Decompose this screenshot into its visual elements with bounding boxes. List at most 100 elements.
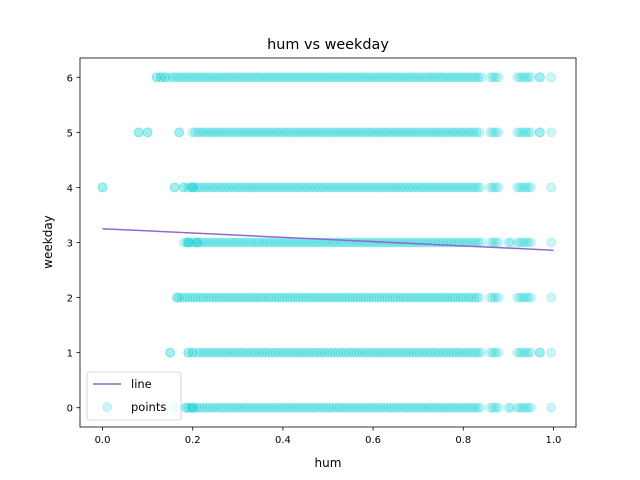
scatter-point [454, 72, 465, 83]
scatter-point [308, 237, 319, 248]
scatter-point [409, 292, 420, 303]
scatter-point [381, 347, 392, 358]
scatter-point [485, 347, 496, 358]
scatter-point [310, 182, 321, 193]
scatter-point [257, 237, 268, 248]
scatter-point [280, 182, 291, 193]
scatter-point [227, 347, 238, 358]
scatter-point [174, 127, 185, 138]
scatter-point [517, 347, 528, 358]
scatter-point [243, 237, 254, 248]
scatter-point [376, 72, 387, 83]
scatter-point [523, 127, 534, 138]
scatter-point [265, 347, 276, 358]
scatter-point [454, 347, 465, 358]
scatter-point [270, 237, 281, 248]
scatter-point [420, 292, 431, 303]
scatter-point [265, 72, 276, 83]
scatter-point [274, 127, 285, 138]
scatter-point [316, 237, 327, 248]
scatter-point [464, 182, 475, 193]
scatter-point [357, 72, 368, 83]
scatter-point [276, 72, 287, 83]
scatter-point [475, 402, 486, 413]
scatter-point [165, 347, 176, 358]
scatter-point [332, 72, 343, 83]
scatter-point [304, 182, 315, 193]
scatter-point [401, 127, 412, 138]
scatter-point [439, 127, 450, 138]
scatter-point [429, 182, 440, 193]
scatter-point [97, 182, 108, 193]
scatter-point [382, 292, 393, 303]
scatter-point [307, 402, 318, 413]
scatter-point [210, 402, 221, 413]
scatter-point [458, 127, 469, 138]
scatter-point [282, 127, 293, 138]
scatter-point [465, 347, 476, 358]
axes: 0.0 0.2 0.4 0.6 0.8 1.0 0 1 2 3 4 5 6 [67, 57, 577, 446]
scatter-point [319, 347, 330, 358]
scatter-point [445, 402, 456, 413]
scatter-point [191, 182, 202, 193]
scatter-point [286, 72, 297, 83]
scatter-point [304, 402, 315, 413]
scatter-point [387, 127, 398, 138]
scatter-point [240, 402, 251, 413]
scatter-point [474, 292, 485, 303]
scatter-point [206, 292, 217, 303]
scatter-point [488, 402, 499, 413]
scatter-point [512, 402, 523, 413]
scatter-point [303, 72, 314, 83]
scatter-point [252, 127, 263, 138]
scatter-point [192, 72, 203, 83]
scatter-point [324, 347, 335, 358]
scatter-point [292, 72, 303, 83]
scatter-point [411, 72, 422, 83]
scatter-point [269, 182, 280, 193]
scatter-point [226, 402, 237, 413]
scatter-point [272, 182, 283, 193]
scatter-point [211, 72, 222, 83]
scatter-point [232, 347, 243, 358]
scatter-point [433, 347, 444, 358]
scatter-point [313, 72, 324, 83]
scatter-point [485, 292, 496, 303]
scatter-point [222, 347, 232, 358]
scatter-point [201, 127, 212, 138]
scatter-point [223, 402, 234, 413]
scatter-point [396, 182, 407, 193]
scatter-point [515, 347, 526, 358]
scatter-point [302, 182, 313, 193]
scatter-point [305, 347, 316, 358]
scatter-point [395, 347, 406, 358]
scatter-point [142, 127, 153, 138]
scatter-point [265, 237, 276, 248]
scatter-point [345, 182, 356, 193]
scatter-point [201, 292, 212, 303]
scatter-point [250, 402, 261, 413]
scatter-point [457, 347, 468, 358]
scatter-point [367, 182, 378, 193]
scatter-point [318, 402, 329, 413]
scatter-point [434, 182, 445, 193]
scatter-point [462, 237, 473, 248]
scatter-point [450, 292, 461, 303]
scatter-point [247, 292, 258, 303]
scatter-point [423, 292, 434, 303]
scatter-point [171, 292, 182, 303]
scatter-point [470, 402, 480, 413]
scatter-point [402, 402, 413, 413]
scatter-point [186, 237, 197, 248]
scatter-point [324, 72, 335, 83]
scatter-point [410, 182, 421, 193]
scatter-point [438, 347, 449, 358]
scatter-point [160, 72, 171, 83]
scatter-point [222, 127, 233, 138]
scatter-point [255, 127, 266, 138]
scatter-point [488, 292, 499, 303]
scatter-point [471, 292, 482, 303]
scatter-point [176, 292, 187, 303]
scatter-point [236, 127, 247, 138]
scatter-point [440, 182, 451, 193]
